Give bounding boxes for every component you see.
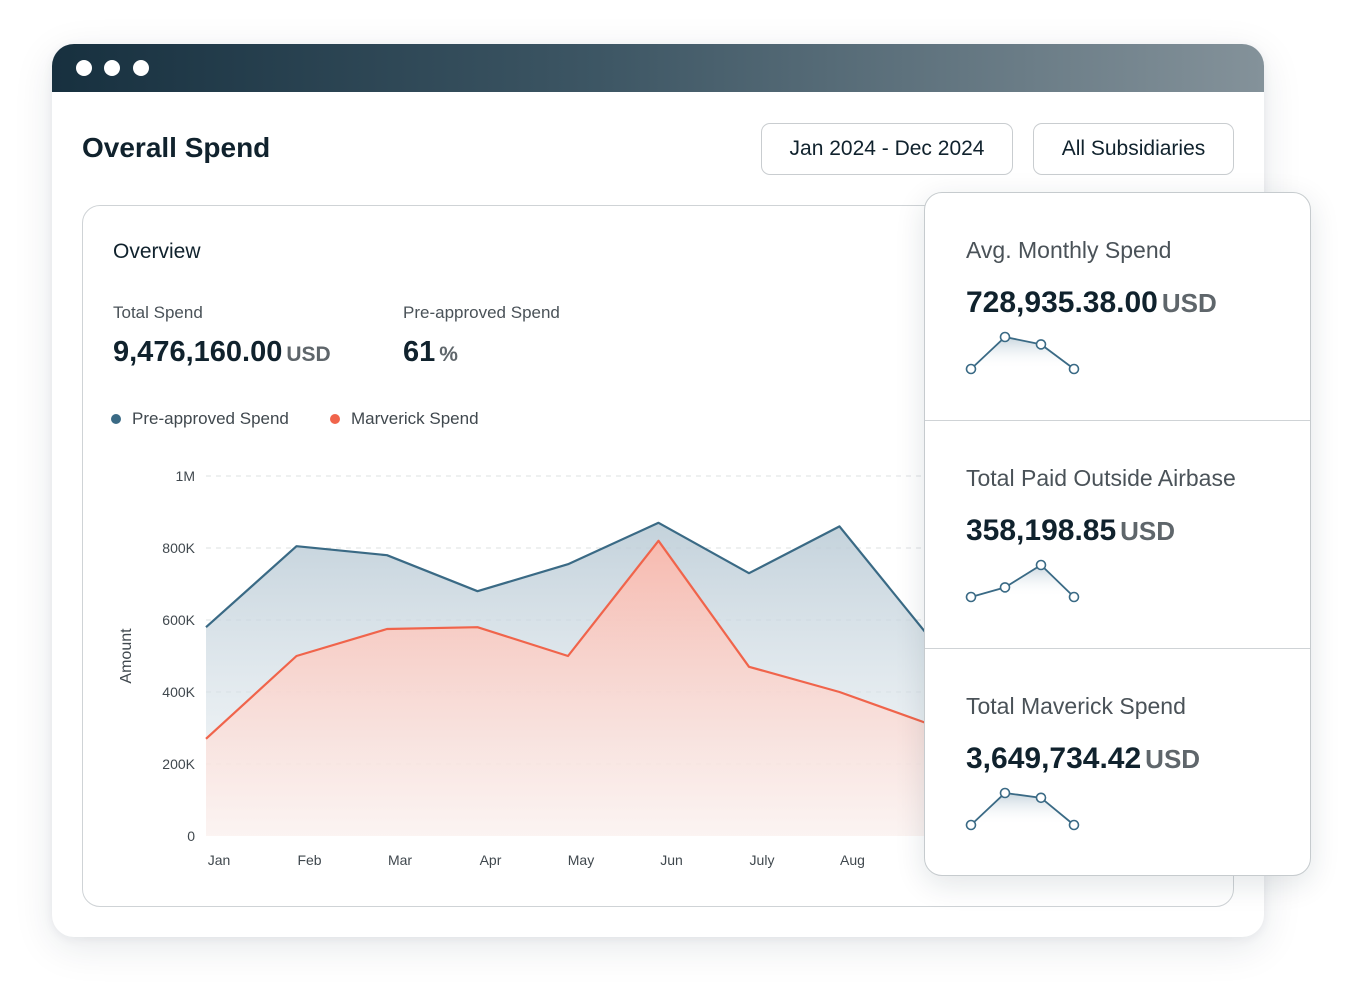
series-line-maverick [205,539,931,740]
x-tick-label: May [568,852,594,868]
total-spend-label: Total Spend [113,303,203,322]
preapproved-spend-amount: 61 [403,336,436,368]
x-tick-label: July [750,852,775,868]
page-title: Overall Spend [82,132,271,163]
stat-unit: USD [1120,516,1176,546]
x-tick-label: Aug [840,852,865,868]
total-spend-amount: 9,476,160.00 [113,336,283,368]
sparkline-area [971,337,1074,369]
preapproved-spend-label: Pre-approved Spend [403,303,560,322]
series-area-maverick [206,540,930,836]
sparkline-point [1068,819,1080,831]
sparkline-line [970,336,1075,370]
sparkline-area [971,793,1074,825]
legend-label-preapproved: Pre-approved Spend [132,409,289,428]
y-tick-label: 200K [162,756,195,772]
legend-dot-preapproved [111,414,121,424]
y-tick-label: 0 [187,828,195,844]
stats-panel: Avg. Monthly Spend 728,935.38.00 USD Tota… [924,192,1311,876]
x-tick-label: Jan [208,852,231,868]
window-minimize-dot[interactable] [104,60,120,76]
stat-label: Total Maverick Spend [966,693,1186,719]
stat-avg-monthly-spend: Avg. Monthly Spend 728,935.38.00 USD [925,193,1310,421]
stat-amount: 358,198.85 [966,514,1117,547]
stat-value: 358,198.85 USD [966,514,1175,548]
spend-area-chart: 0 200K 400K 600K 800K 1M Jan Feb Mar Apr May Jun Jul… [118,468,931,868]
series-line-preapproved [205,521,931,639]
sparkline-line [970,563,1075,598]
stat-label: Avg. Monthly Spend [966,237,1172,263]
stat-value: 728,935.38.00 USD [966,286,1217,320]
sparkline-point [1035,559,1047,571]
date-range-button[interactable]: Jan 2024 - Dec 2024 [761,123,1013,175]
sparkline-point [999,582,1011,593]
sparkline-point [999,787,1011,799]
total-spend-value: 9,476,160.00 USD [113,336,331,369]
sparkline-paid-outside [965,559,1080,603]
sparkline-point [965,363,977,375]
legend-item-maverick[interactable]: Marverick Spend [330,409,479,429]
y-tick-label: 800K [162,540,195,556]
preapproved-spend-unit: % [439,343,458,366]
window-close-dot[interactable] [76,60,92,76]
sparkline-line [970,792,1075,826]
x-tick-label: Feb [297,852,321,868]
y-tick-label: 400K [162,684,195,700]
window-maximize-dot[interactable] [133,60,149,76]
stat-unit: USD [1161,288,1217,318]
sparkline-maverick [965,787,1080,831]
legend-label-maverick: Marverick Spend [351,409,479,428]
window-titlebar [52,44,1264,92]
legend-dot-maverick [330,414,340,424]
stat-label: Total Paid Outside Airbase [966,465,1236,491]
y-axis-label: Amount [118,628,135,684]
stat-total-maverick-spend: Total Maverick Spend 3,649,734.42 USD [925,648,1310,875]
sparkline-point [999,331,1011,343]
sparkline-point [1068,591,1080,603]
x-tick-label: Apr [480,852,502,868]
sparkline-point [1035,792,1047,804]
y-tick-label: 1M [176,468,195,484]
sparkline-point [1068,363,1080,375]
subsidiary-filter-button[interactable]: All Subsidiaries [1033,123,1234,175]
overview-title: Overview [113,240,201,263]
sparkline-point [965,819,977,831]
total-spend-unit: USD [286,343,331,366]
stat-amount: 3,649,734.42 [966,742,1142,775]
sparkline-point [965,591,977,603]
preapproved-spend-value: 61% [403,336,458,369]
stat-value: 3,649,734.42 USD [966,742,1200,776]
sparkline-point [1035,339,1047,350]
stat-paid-outside-airbase: Total Paid Outside Airbase 358,198.85 USD [925,420,1310,648]
sparkline-avg-monthly [965,331,1080,375]
x-tick-label: Jun [660,852,683,868]
x-tick-label: Mar [388,852,412,868]
stat-amount: 728,935.38.00 [966,286,1158,319]
y-tick-label: 600K [162,612,195,628]
stat-unit: USD [1145,744,1201,774]
legend-item-preapproved[interactable]: Pre-approved Spend [111,409,289,429]
